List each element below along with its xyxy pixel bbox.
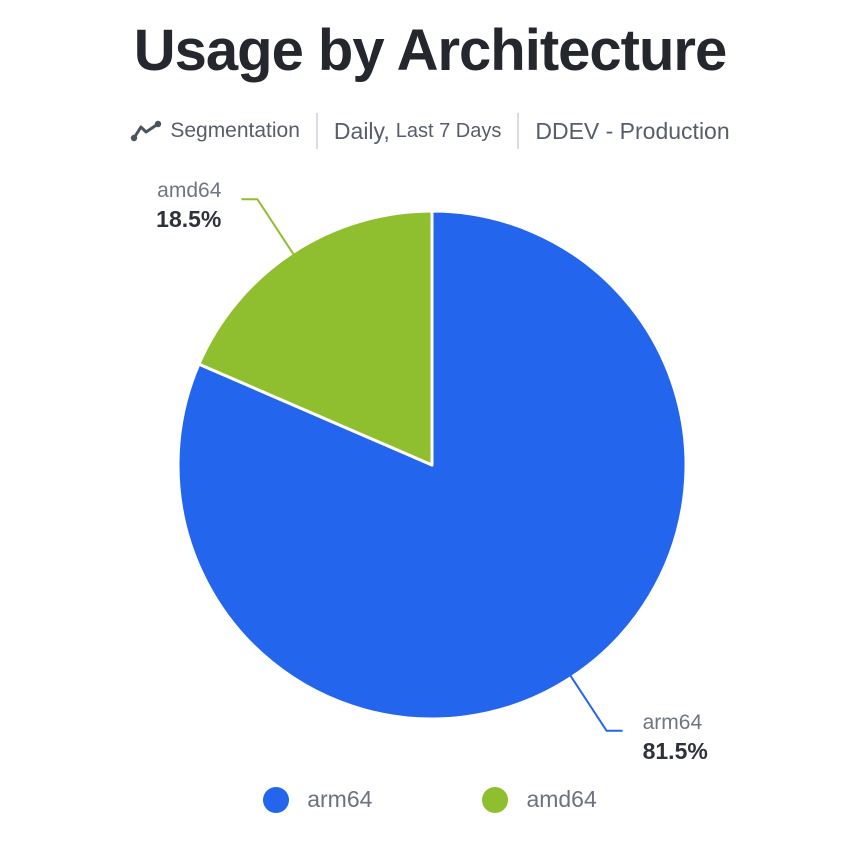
legend-swatch-arm64 xyxy=(263,786,290,813)
chart-legend: arm64 amd64 xyxy=(0,786,860,813)
legend-label-amd64: amd64 xyxy=(526,786,597,812)
meta-divider xyxy=(517,113,520,149)
legend-swatch-amd64 xyxy=(482,786,509,813)
date-range-selector[interactable]: Daily, Last 7 Days xyxy=(334,118,501,145)
environment-label: DDEV - Production xyxy=(535,117,730,144)
slice-label-amd64: amd64 xyxy=(157,179,222,202)
period-secondary-label: Last 7 Days xyxy=(395,119,502,142)
meta-divider xyxy=(315,113,318,149)
slice-percent-arm64: 81.5% xyxy=(643,738,708,764)
legend-item-arm64[interactable]: arm64 xyxy=(263,786,372,813)
metric-label: Segmentation xyxy=(170,119,300,142)
label-line-arm64 xyxy=(569,675,623,732)
environment-selector[interactable]: DDEV - Production xyxy=(535,118,729,145)
chart-title: Usage by Architecture xyxy=(133,18,728,83)
period-primary-label: Daily, xyxy=(333,117,390,144)
label-line-amd64 xyxy=(241,198,295,255)
legend-item-amd64[interactable]: amd64 xyxy=(482,786,597,813)
slice-percent-amd64: 18.5% xyxy=(156,206,221,232)
metric-selector[interactable]: Segmentation xyxy=(130,118,300,144)
trend-line-icon xyxy=(130,118,164,144)
chart-meta-row: Segmentation Daily, Last 7 Days DDEV - P… xyxy=(0,106,860,156)
slice-label-arm64: arm64 xyxy=(643,711,703,734)
legend-label-arm64: arm64 xyxy=(307,786,373,812)
